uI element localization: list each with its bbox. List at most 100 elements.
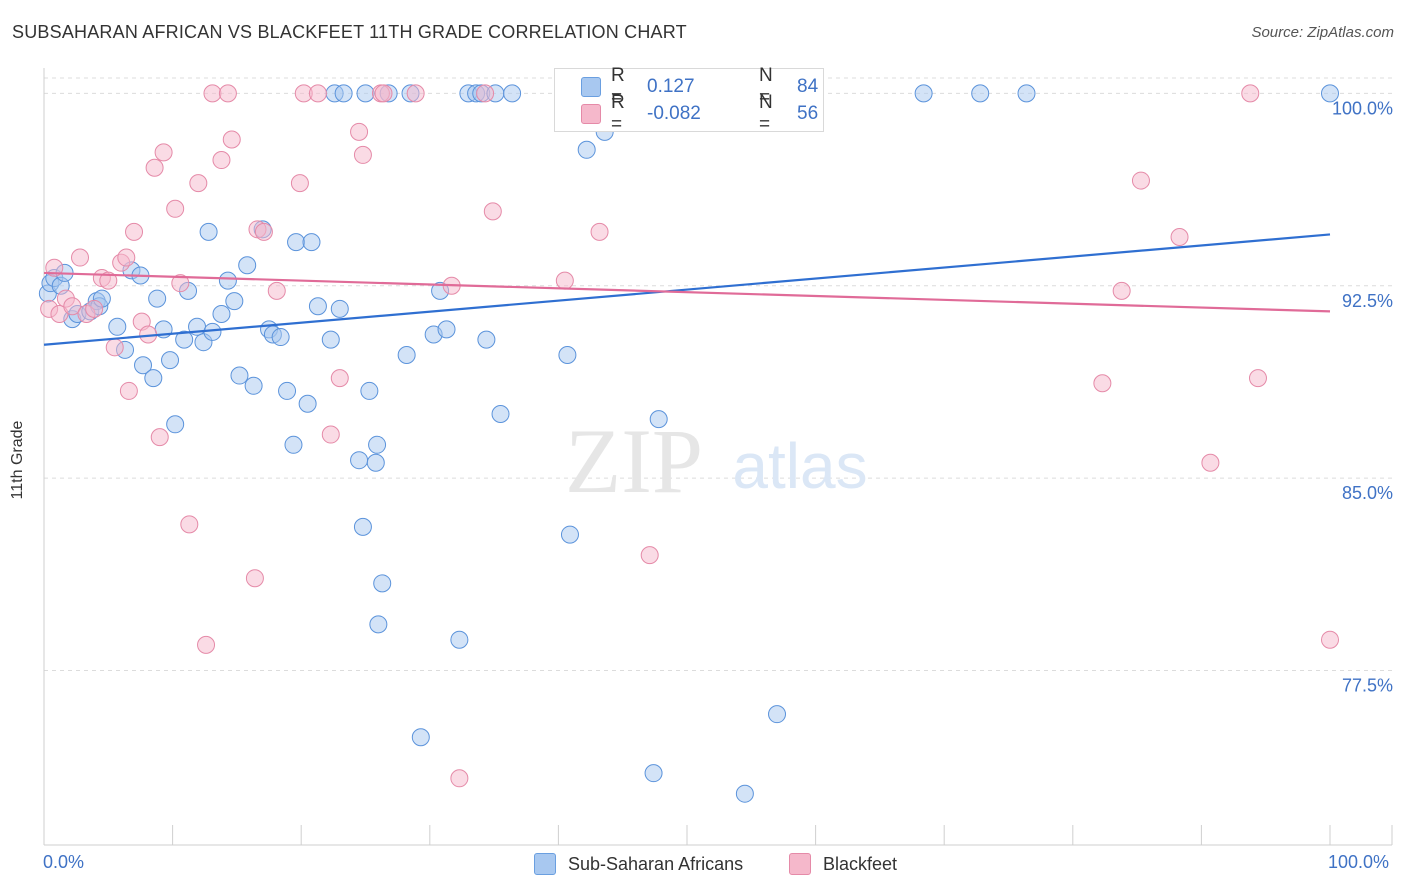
correlation-legend: R = 0.127 N = 84 R = -0.082 N = 56 <box>554 65 824 135</box>
data-point-subsaharan <box>298 394 317 413</box>
data-point-subsaharan <box>914 84 933 103</box>
data-point-blackfeet <box>166 199 185 218</box>
data-point-blackfeet <box>254 222 273 241</box>
data-point-subsaharan <box>971 84 990 103</box>
data-point-subsaharan <box>366 453 385 472</box>
data-point-subsaharan <box>225 292 244 311</box>
data-point-blackfeet <box>117 248 136 267</box>
data-point-subsaharan <box>735 784 754 803</box>
data-point-subsaharan <box>218 271 237 290</box>
data-point-subsaharan <box>649 410 668 429</box>
data-point-blackfeet <box>290 174 309 193</box>
data-point-subsaharan <box>166 415 185 434</box>
data-point-blackfeet <box>218 84 237 103</box>
data-point-subsaharan <box>148 289 167 308</box>
legend-r-label: R = <box>611 65 625 108</box>
data-point-subsaharan <box>108 317 127 336</box>
data-point-blackfeet <box>267 281 286 300</box>
data-point-subsaharan <box>373 574 392 593</box>
data-point-subsaharan <box>321 330 340 349</box>
data-point-blackfeet <box>99 271 118 290</box>
data-point-blackfeet <box>640 546 659 565</box>
legend-label-blackfeet: Blackfeet <box>823 853 898 874</box>
data-point-subsaharan <box>558 346 577 365</box>
source-label: Source: ZipAtlas.com <box>1251 24 1394 41</box>
data-point-blackfeet <box>119 381 138 400</box>
data-point-subsaharan <box>244 376 263 395</box>
data-point-blackfeet <box>125 222 144 241</box>
data-point-blackfeet <box>197 635 216 654</box>
legend-swatch-subsaharan <box>534 853 556 875</box>
data-point-subsaharan <box>330 299 349 318</box>
data-point-subsaharan <box>477 330 496 349</box>
data-point-subsaharan <box>203 322 222 341</box>
data-point-blackfeet <box>321 425 340 444</box>
legend-n-value: 56 <box>797 103 819 124</box>
data-point-blackfeet <box>1248 369 1267 388</box>
watermark-atlas: atlas <box>732 430 867 502</box>
data-point-blackfeet <box>180 515 199 534</box>
legend-r-label: R = <box>611 92 625 135</box>
data-point-subsaharan <box>397 346 416 365</box>
legend-r-value: 0.127 <box>647 76 695 97</box>
data-point-subsaharan <box>368 435 387 454</box>
data-point-subsaharan <box>360 381 379 400</box>
data-point-blackfeet <box>105 338 124 357</box>
data-point-blackfeet <box>1170 228 1189 247</box>
data-point-blackfeet <box>483 202 502 221</box>
data-point-subsaharan <box>560 525 579 544</box>
data-point-blackfeet <box>350 122 369 141</box>
y-tick-label: 100.0% <box>1332 98 1393 118</box>
data-point-blackfeet <box>154 143 173 162</box>
data-point-blackfeet <box>330 369 349 388</box>
data-point-blackfeet <box>308 84 327 103</box>
data-point-subsaharan <box>411 728 430 747</box>
legend-n-label: N = <box>759 92 773 135</box>
data-point-blackfeet <box>1093 374 1112 393</box>
data-point-blackfeet <box>590 222 609 241</box>
data-point-blackfeet <box>1131 171 1150 190</box>
data-point-blackfeet <box>1112 281 1131 300</box>
legend-swatch-blackfeet <box>789 853 811 875</box>
data-point-subsaharan <box>369 615 388 634</box>
data-point-blackfeet <box>1201 453 1220 472</box>
data-point-blackfeet <box>71 248 90 267</box>
y-tick-label: 77.5% <box>1342 676 1393 696</box>
data-point-blackfeet <box>145 158 164 177</box>
y-tick-label: 92.5% <box>1342 291 1393 311</box>
data-point-subsaharan <box>503 84 522 103</box>
watermark-zip: ZIP <box>565 410 703 512</box>
legend-swatch-blackfeet <box>581 104 601 124</box>
data-point-subsaharan <box>1017 84 1036 103</box>
data-point-blackfeet <box>222 130 241 149</box>
data-point-subsaharan <box>353 517 372 536</box>
legend-r-value: -0.082 <box>647 103 701 124</box>
data-point-subsaharan <box>161 351 180 370</box>
data-point-blackfeet <box>85 299 104 318</box>
legend-item-subsaharan[interactable]: Sub-Saharan Africans <box>534 853 743 875</box>
y-tick-label: 85.0% <box>1342 483 1393 503</box>
legend-item-blackfeet[interactable]: Blackfeet <box>789 853 897 875</box>
data-point-subsaharan <box>287 233 306 252</box>
data-point-subsaharan <box>212 304 231 323</box>
legend-label-subsaharan: Sub-Saharan Africans <box>568 853 744 874</box>
data-point-blackfeet <box>406 84 425 103</box>
data-point-subsaharan <box>450 630 469 649</box>
data-point-subsaharan <box>491 405 510 424</box>
x-tick-label-min: 0.0% <box>43 852 85 872</box>
data-point-subsaharan <box>437 320 456 339</box>
data-point-subsaharan <box>284 435 303 454</box>
legend-n-value: 84 <box>797 76 819 97</box>
data-point-subsaharan <box>577 140 596 159</box>
data-point-blackfeet <box>374 84 393 103</box>
series-legend: Sub-Saharan Africans Blackfeet <box>0 853 1406 877</box>
data-point-subsaharan <box>144 369 163 388</box>
trend-line-blackfeet <box>43 271 1331 313</box>
data-point-blackfeet <box>1321 630 1339 649</box>
data-point-subsaharan <box>134 356 153 375</box>
data-point-subsaharan <box>230 366 249 385</box>
data-point-subsaharan <box>308 297 327 316</box>
data-point-blackfeet <box>63 297 82 316</box>
legend-n-label: N = <box>759 65 773 108</box>
